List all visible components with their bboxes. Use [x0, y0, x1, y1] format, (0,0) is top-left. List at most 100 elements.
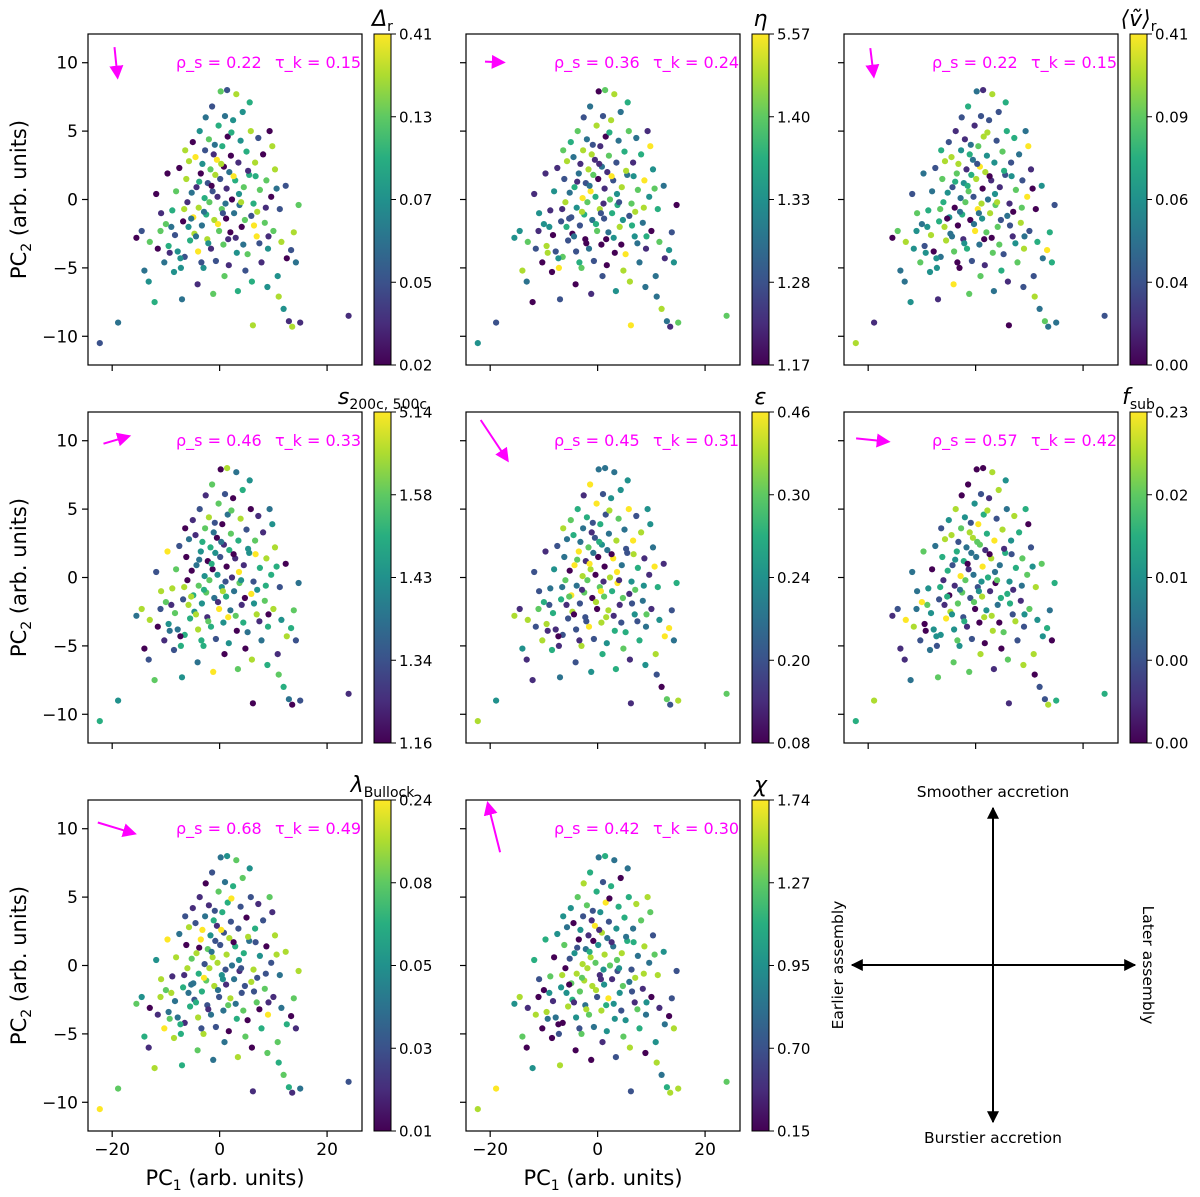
- scatter-point: [565, 1003, 572, 1010]
- y-axis-label: PC2 (arb. units): [7, 886, 35, 1045]
- scatter-point: [653, 671, 660, 678]
- scatter-point: [595, 854, 602, 861]
- scatter-point: [615, 137, 622, 144]
- scatter-point: [593, 500, 600, 507]
- scatter-point: [599, 651, 606, 658]
- scatter-point: [1002, 477, 1009, 484]
- scatter-point: [649, 932, 657, 939]
- scatter-point: [902, 616, 909, 624]
- scatter-point: [939, 553, 946, 561]
- scatter-point: [168, 989, 175, 997]
- scatter-point: [531, 956, 538, 964]
- scatter-point: [972, 227, 979, 235]
- scatter-point: [961, 240, 968, 247]
- scatter-point: [617, 874, 624, 882]
- spearman-rho: ρ_s = 0.68: [176, 819, 262, 839]
- scatter-point: [967, 216, 974, 224]
- schematic-right-label: Later assembly: [1139, 906, 1157, 1025]
- scatter-point: [574, 556, 581, 563]
- axes-frame: [465, 411, 741, 744]
- scatter-point: [998, 267, 1005, 274]
- scatter-point: [980, 465, 987, 472]
- scatter-point: [271, 544, 279, 551]
- scatter-point: [654, 584, 661, 591]
- scatter-point: [601, 185, 608, 192]
- scatter-point: [939, 175, 946, 183]
- scatter-point: [174, 1014, 181, 1021]
- scatter-point: [195, 626, 202, 633]
- scatter-point: [192, 532, 199, 539]
- scatter-point: [641, 555, 648, 562]
- scatter-point: [585, 544, 592, 551]
- scatter-point: [548, 646, 556, 654]
- scatter-point: [901, 278, 908, 285]
- scatter-point: [516, 605, 523, 613]
- colorbar-tick-label: 0.95: [777, 957, 810, 975]
- scatter-point: [210, 151, 217, 158]
- scatter-point: [573, 970, 580, 977]
- scatter-point: [252, 939, 259, 946]
- colorbar-tick-label: 0.23: [1155, 404, 1188, 422]
- scatter-point: [628, 222, 636, 229]
- scatter-point: [937, 206, 944, 213]
- scatter-point: [986, 551, 993, 558]
- scatter-point: [192, 154, 199, 161]
- scatter-point: [1006, 222, 1014, 229]
- scatter-point: [871, 697, 878, 704]
- colorbar-tick-label: 0.04: [1155, 274, 1188, 292]
- scatter-point: [605, 918, 613, 925]
- scatter-point: [618, 619, 625, 626]
- scatter-point: [636, 637, 643, 644]
- scatter-point: [225, 614, 232, 621]
- scatter-point: [1051, 579, 1058, 587]
- scatter-point: [227, 530, 234, 537]
- scatter-point: [1025, 521, 1032, 528]
- scatter-point: [966, 668, 973, 676]
- scatter-point: [282, 560, 289, 567]
- scatter-point: [235, 159, 242, 166]
- scatter-point: [222, 200, 229, 207]
- scatter-point: [1020, 623, 1028, 630]
- scatter-point: [622, 251, 629, 258]
- scatter-point: [966, 151, 973, 158]
- scatter-point: [625, 894, 632, 901]
- scatter-point: [929, 566, 936, 573]
- scatter-point: [266, 128, 273, 135]
- scatter-point: [1012, 618, 1019, 625]
- scatter-point: [971, 122, 978, 129]
- scatter-point: [642, 245, 650, 252]
- scatter-point: [224, 133, 231, 140]
- scatter-point: [261, 219, 268, 226]
- spearman-rho: ρ_s = 0.42: [554, 819, 640, 839]
- scatter-point: [979, 185, 986, 192]
- scatter-point: [948, 154, 955, 161]
- scatter-point: [249, 1088, 256, 1095]
- scatter-point: [164, 548, 171, 555]
- scatter-point: [644, 506, 651, 513]
- scatter-point: [644, 894, 651, 901]
- scatter-point: [238, 601, 245, 609]
- scatter-point: [187, 615, 194, 622]
- scatter-point: [214, 221, 222, 228]
- scatter-point: [200, 974, 208, 981]
- scatter-point: [240, 1007, 247, 1014]
- colorbar-tick-label: 0.30: [777, 486, 810, 504]
- scatter-point: [1024, 193, 1031, 200]
- scatter-point: [966, 290, 973, 297]
- scatter-point: [1000, 629, 1007, 636]
- colorbar-tick-label: 0.01: [399, 1123, 432, 1141]
- spearman-rho: ρ_s = 0.22: [176, 53, 262, 73]
- scatter-point: [216, 227, 223, 235]
- scatter-point: [981, 262, 988, 269]
- scatter-point: [667, 323, 674, 330]
- scatter-point: [951, 204, 958, 211]
- scatter-point: [901, 656, 908, 663]
- scatter-point: [258, 1025, 265, 1032]
- scatter-point: [153, 190, 160, 198]
- scatter-point: [256, 1006, 263, 1013]
- scatter-point: [566, 955, 573, 962]
- scatter-point: [599, 1039, 606, 1046]
- scatter-point: [1036, 305, 1043, 312]
- panel-3: 0.41 0.09 0.06 0.04 0.00 ⟨ṽ⟩r ρ_s = 0.22 τ_k = …: [838, 7, 1188, 375]
- scatter-point: [559, 206, 566, 213]
